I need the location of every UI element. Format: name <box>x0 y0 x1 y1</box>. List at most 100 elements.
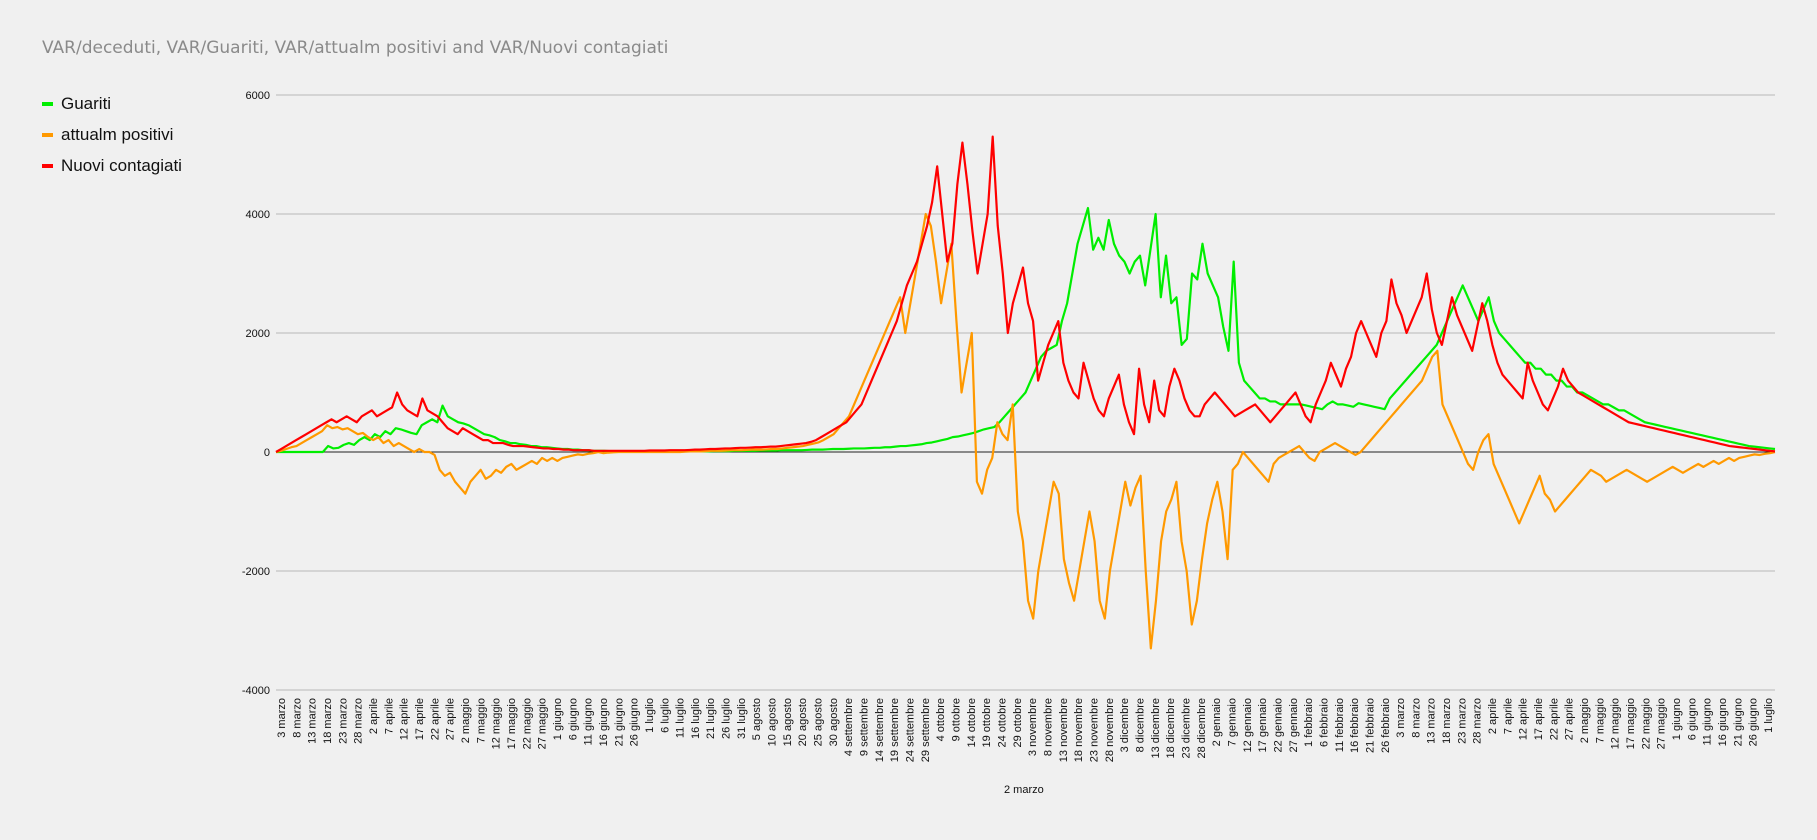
x-tick-label: 22 maggio <box>1640 698 1652 749</box>
x-tick-label: 6 giugno <box>567 698 579 740</box>
x-tick-label: 24 settembre <box>905 698 917 762</box>
legend-swatch-attualm-positivi <box>42 132 53 137</box>
x-tick-label: 11 giugno <box>583 698 595 746</box>
y-tick-label: 4000 <box>246 209 270 221</box>
x-tick-label: 13 marzo <box>1426 698 1438 744</box>
x-tick-label: 21 giugno <box>613 698 625 746</box>
x-tick-label: 27 maggio <box>1656 698 1668 749</box>
x-tick-label: 11 luglio <box>675 698 687 738</box>
x-tick-label: 8 marzo <box>1410 698 1422 738</box>
x-tick-label: 16 febbraio <box>1349 698 1361 753</box>
x-tick-label: 13 novembre <box>1058 698 1070 762</box>
x-tick-label: 8 novembre <box>1042 698 1054 756</box>
y-tick-label: -2000 <box>242 566 270 578</box>
x-tick-label: 28 novembre <box>1104 698 1116 762</box>
x-tick-label: 20 agosto <box>797 698 809 746</box>
x-tick-label: 14 ottobre <box>966 698 978 748</box>
x-tick-label: 16 giugno <box>598 698 610 746</box>
x-tick-label: 15 agosto <box>782 698 794 746</box>
x-tick-label: 19 ottobre <box>981 698 993 748</box>
x-tick-label: 11 giugno <box>1702 698 1714 746</box>
x-tick-label: 16 luglio <box>690 698 702 739</box>
x-tick-label: 1 luglio <box>644 698 656 733</box>
legend: Guariti attualm positivi Nuovi contagiat… <box>42 88 182 181</box>
x-tick-label: 26 giugno <box>629 698 641 746</box>
x-tick-label: 19 settembre <box>889 698 901 762</box>
x-tick-label: 4 ottobre <box>935 698 947 741</box>
x-tick-label: 18 marzo <box>322 698 334 744</box>
x-tick-label: 12 maggio <box>491 698 503 749</box>
x-tick-label: 8 marzo <box>291 698 303 738</box>
x-tick-label: 2 gennaio <box>1211 698 1223 746</box>
x-tick-label: 30 agosto <box>828 698 840 746</box>
x-tick-label: 4 settembre <box>843 698 855 756</box>
x-tick-label: 6 febbraio <box>1318 698 1330 747</box>
x-tick-label: 3 marzo <box>276 698 288 738</box>
x-tick-label: 5 agosto <box>751 698 763 740</box>
series-lines <box>275 135 1776 650</box>
x-tick-label: 26 luglio <box>721 698 733 739</box>
x-tick-label: 26 giugno <box>1748 698 1760 746</box>
y-tick-labels: 6000 4000 2000 0 -2000 -4000 <box>242 90 270 697</box>
x-tick-label: 7 gennaio <box>1226 698 1238 746</box>
y-tick-label: 0 <box>264 447 270 459</box>
x-tick-label: 17 maggio <box>506 698 518 749</box>
x-tick-label: 10 agosto <box>767 698 779 746</box>
x-tick-label: 24 ottobre <box>997 698 1009 748</box>
x-tick-label: 21 febbraio <box>1364 698 1376 753</box>
x-tick-label: 2 maggio <box>1579 698 1591 743</box>
x-tick-label: 13 marzo <box>307 698 319 744</box>
x-tick-label: 14 settembre <box>874 698 886 762</box>
x-tick-label: 1 luglio <box>1763 698 1775 733</box>
y-tick-label: 2000 <box>246 328 270 340</box>
x-tick-label: 23 marzo <box>1456 698 1468 744</box>
x-tick-label: 12 aprile <box>399 698 411 740</box>
x-tick-label: 27 aprile <box>445 698 457 740</box>
x-tick-label: 16 giugno <box>1717 698 1729 746</box>
x-tick-label: 6 luglio <box>659 698 671 733</box>
x-tick-label: 17 aprile <box>1533 698 1545 740</box>
x-tick-label: 29 settembre <box>920 698 932 762</box>
x-tick-label: 27 maggio <box>537 698 549 749</box>
legend-item-attualm-positivi: attualm positivi <box>42 119 182 150</box>
x-tick-label: 21 giugno <box>1732 698 1744 746</box>
x-tick-label: 13 dicembre <box>1150 698 1162 759</box>
x-tick-label: 2 aprile <box>368 698 380 734</box>
legend-swatch-guariti <box>42 101 53 106</box>
x-tick-labels: 3 marzo 8 marzo 13 marzo 18 marzo 23 marzo 28… <box>276 698 1775 762</box>
legend-label-nuovi-contagiati: Nuovi contagiati <box>61 155 182 175</box>
series-line-guariti <box>276 206 1776 454</box>
x-tick-label: 1 giugno <box>1671 698 1683 740</box>
series-line-nuovi-contagiati <box>275 135 1776 453</box>
x-tick-label: 31 luglio <box>736 698 748 739</box>
x-tick-label: 18 novembre <box>1073 698 1085 762</box>
x-tick-label: 27 aprile <box>1564 698 1576 740</box>
x-tick-label: 28 marzo <box>353 698 365 744</box>
x-tick-label: 21 luglio <box>705 698 717 739</box>
x-tick-label: 22 gennaio <box>1272 698 1284 752</box>
x-tick-label: 12 aprile <box>1518 698 1530 740</box>
x-tick-label: 18 dicembre <box>1165 698 1177 759</box>
x-tick-label: 3 marzo <box>1395 698 1407 738</box>
x-tick-label: 29 ottobre <box>1012 698 1024 748</box>
x-tick-label: 12 gennaio <box>1242 698 1254 752</box>
x-tick-label: 26 febbraio <box>1380 698 1392 753</box>
x-tick-label: 1 giugno <box>552 698 564 740</box>
x-tick-label: 12 maggio <box>1610 698 1622 749</box>
legend-item-guariti: Guariti <box>42 88 182 119</box>
y-tick-label: 6000 <box>246 90 270 102</box>
x-tick-label: 23 dicembre <box>1180 698 1192 759</box>
x-tick-label: 11 febbraio <box>1334 698 1346 752</box>
x-tick-label: 1 febbraio <box>1303 698 1315 747</box>
x-tick-label: 6 giugno <box>1686 698 1698 740</box>
series-line-attualm-positivi <box>275 212 1776 650</box>
y-tick-label: -4000 <box>242 685 270 697</box>
x-tick-label: 17 aprile <box>414 698 426 740</box>
x-tick-label: 17 maggio <box>1625 698 1637 749</box>
x-tick-label: 22 maggio <box>521 698 533 749</box>
x-tick-label: 8 dicembre <box>1134 698 1146 752</box>
x-tick-label: 23 marzo <box>337 698 349 744</box>
x-tick-label: 18 marzo <box>1441 698 1453 744</box>
x-tick-label: 23 novembre <box>1088 698 1100 762</box>
x-tick-label: 3 dicembre <box>1119 698 1131 752</box>
